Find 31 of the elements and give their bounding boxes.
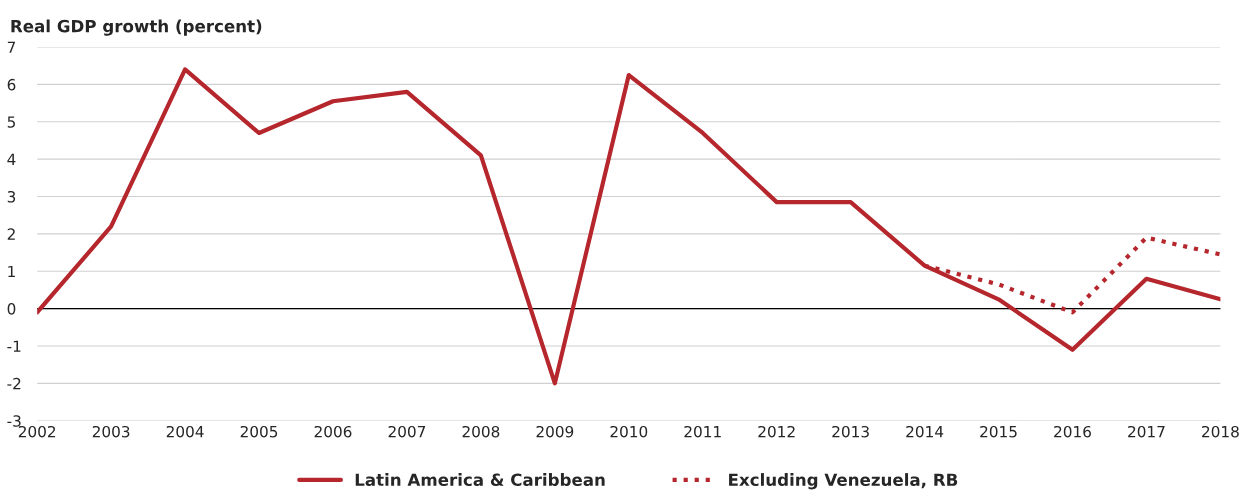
x-tick-label: 2007 [388, 425, 426, 438]
x-tick-label: 2016 [1054, 425, 1091, 438]
x-tick-label: 2005 [240, 425, 278, 438]
y-tick-label: -1 [7, 340, 21, 352]
y-tick-label: -2 [7, 377, 21, 390]
y-tick-label: 7 [7, 41, 16, 53]
y-tick-label: 3 [7, 190, 16, 203]
y-tick-label: -3 [7, 415, 21, 427]
x-tick-label: 2018 [1202, 425, 1239, 438]
x-tick-label: 2006 [314, 425, 352, 438]
x-tick-label: 2011 [684, 425, 721, 438]
x-tick-label: 2010 [610, 425, 648, 438]
line-series [37, 67, 1221, 386]
x-tick-label: 2014 [906, 425, 944, 438]
x-tick-label: 2003 [92, 425, 130, 438]
y-tick-label: 5 [7, 116, 15, 128]
x-tick-label: 2008 [462, 425, 500, 438]
legend-label: Latin America & Caribbean [355, 473, 605, 487]
x-tick-label: 2004 [166, 425, 204, 438]
y-tick-label: 2 [7, 228, 15, 240]
y-tick-label: 1 [8, 265, 15, 278]
x-tick-label: 2013 [832, 425, 869, 438]
legend-label: Excluding Venezuela, RB [729, 473, 958, 490]
x-tick-label: 2012 [758, 425, 795, 438]
x-tick-label: 2015 [980, 425, 1017, 438]
y-tick-label: 0 [7, 303, 16, 315]
y-tick-label: 6 [7, 78, 16, 91]
chart-title: Real GDP growth (percent) [11, 19, 262, 36]
x-tick-label: 2017 [1128, 425, 1165, 438]
y-tick-label: 4 [7, 153, 16, 165]
x-tick-label: 2009 [536, 425, 574, 438]
